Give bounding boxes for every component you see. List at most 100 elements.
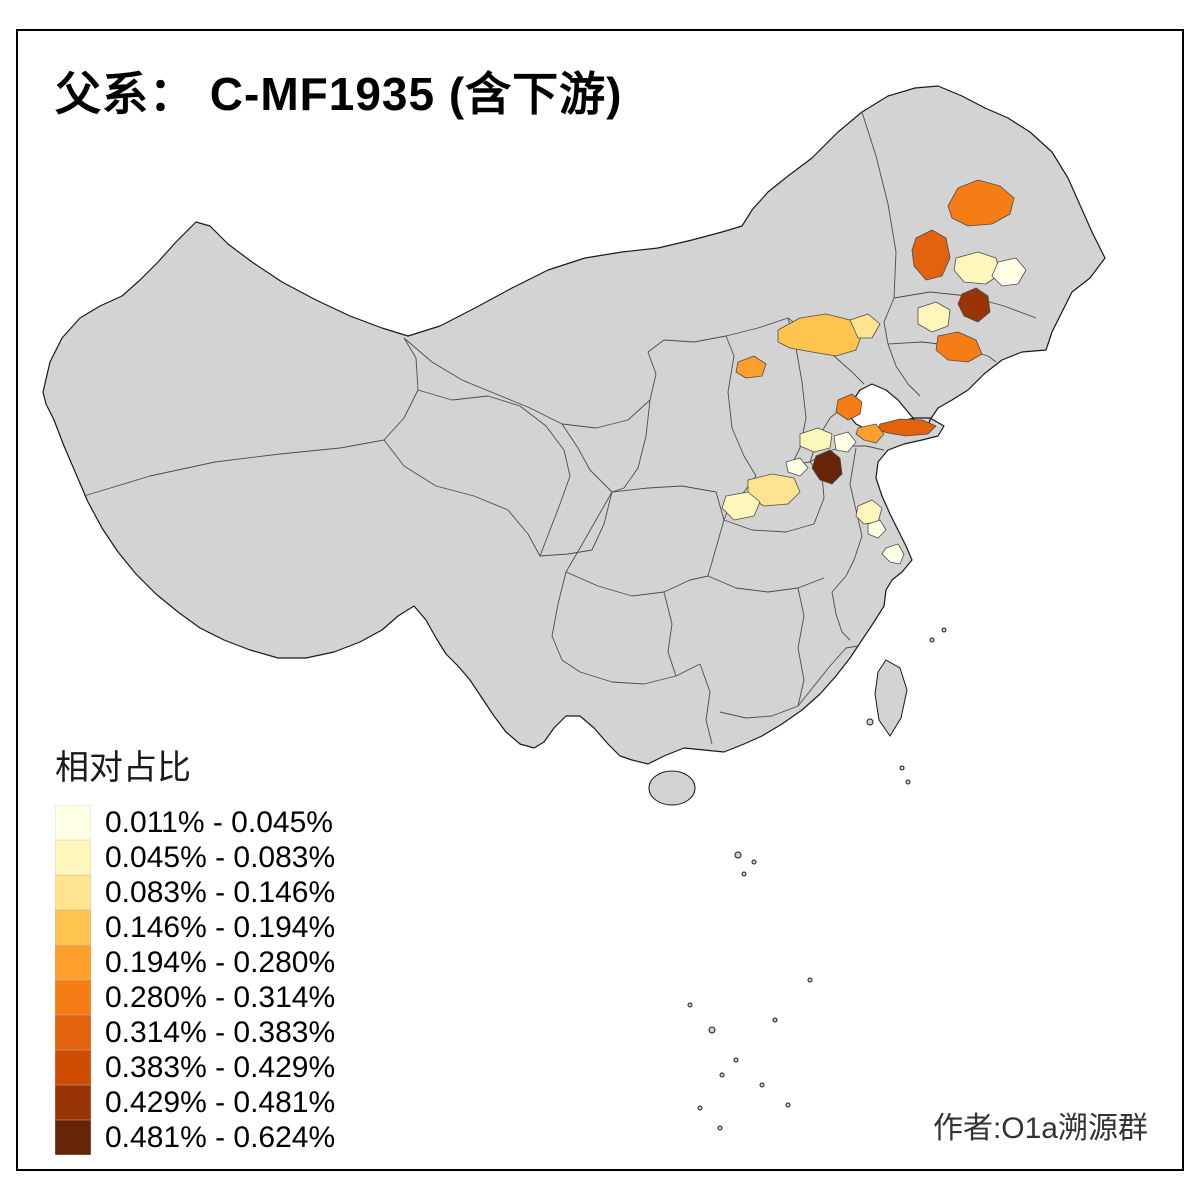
province-border-line xyxy=(83,439,385,497)
legend-row: 0.083% - 0.146% xyxy=(55,875,335,910)
island-speck xyxy=(866,718,874,726)
province-border-line xyxy=(565,571,709,597)
province-border-line xyxy=(883,297,921,397)
island-speck xyxy=(734,851,742,859)
legend-swatch-color xyxy=(55,805,91,840)
province-border-line xyxy=(725,335,757,477)
legend-swatch xyxy=(55,805,91,840)
legend-swatch-color xyxy=(55,1015,91,1050)
highlighted-prefecture xyxy=(721,491,761,521)
province-border-line xyxy=(611,399,651,493)
province-borders-group xyxy=(83,111,1037,745)
highlighted-prefecture xyxy=(835,393,863,421)
island-speck xyxy=(905,779,911,785)
highlighted-prefecture xyxy=(855,423,885,444)
legend-swatch xyxy=(55,1085,91,1120)
legend-row: 0.146% - 0.194% xyxy=(55,910,335,945)
legend-swatch xyxy=(55,945,91,980)
province-border-line xyxy=(539,491,613,557)
highlighted-prefecture xyxy=(953,251,1001,285)
highlighted-prefecture xyxy=(833,431,857,453)
highlighted-prefecture xyxy=(917,301,951,333)
legend-label: 0.481% - 0.624% xyxy=(105,1120,336,1154)
legend-swatch xyxy=(55,910,91,945)
legend-label: 0.280% - 0.314% xyxy=(105,980,336,1014)
province-border-line xyxy=(551,571,581,673)
highlighted-prefecture xyxy=(991,257,1027,287)
legend-row: 0.045% - 0.083% xyxy=(55,840,335,875)
province-border-line xyxy=(611,485,725,521)
figure-frame xyxy=(16,29,1184,1171)
taiwan-island xyxy=(874,659,908,737)
legend-swatch-color xyxy=(55,840,91,875)
legend-title: 相对占比 xyxy=(55,749,191,787)
legend-swatch xyxy=(55,875,91,910)
legend-swatch xyxy=(55,980,91,1015)
highlighted-prefecture xyxy=(957,287,991,323)
attribution-text: 作者:O1a溯源群 xyxy=(932,1112,1148,1145)
province-border-line xyxy=(699,663,713,745)
province-border-line xyxy=(403,337,563,425)
highlighted-prefecture xyxy=(777,313,863,357)
highlighted-prefecture xyxy=(911,229,951,281)
legend-row: 0.280% - 0.314% xyxy=(55,980,335,1015)
highlighted-prefecture xyxy=(785,457,809,477)
legend-row: 0.383% - 0.429% xyxy=(55,1050,335,1085)
island-speck xyxy=(941,627,947,633)
island-speck xyxy=(785,1102,791,1108)
island-speck xyxy=(741,871,747,877)
legend-label: 0.083% - 0.146% xyxy=(105,875,336,909)
island-speck xyxy=(708,1026,716,1034)
legend-swatch xyxy=(55,1050,91,1085)
province-border-line xyxy=(663,591,677,677)
island-speck xyxy=(717,1125,723,1131)
legend-label: 0.146% - 0.194% xyxy=(105,910,336,944)
island-speck xyxy=(772,1017,778,1023)
province-border-line xyxy=(417,389,571,557)
island-speck xyxy=(807,977,813,983)
island-speck xyxy=(759,1082,765,1088)
province-border-line xyxy=(383,439,541,557)
highlighted-prefecture xyxy=(881,543,905,565)
legend-label: 0.314% - 0.383% xyxy=(105,1015,336,1049)
legend: 相对占比 0.011% - 0.045% 0.045% - 0.083% 0.0… xyxy=(55,740,335,1155)
legend-swatch-color xyxy=(55,980,91,1015)
legend-label: 0.429% - 0.481% xyxy=(105,1085,336,1119)
province-border-line xyxy=(561,317,789,429)
highlighted-prefectures-group xyxy=(721,179,1027,565)
island-speck xyxy=(929,637,935,643)
legend-label: 0.383% - 0.429% xyxy=(105,1050,336,1084)
legend-swatch xyxy=(55,1015,91,1050)
province-border-line xyxy=(579,663,701,685)
legend-row: 0.194% - 0.280% xyxy=(55,945,335,980)
legend-swatch-color xyxy=(55,910,91,945)
province-border-line xyxy=(719,587,805,719)
province-border-line xyxy=(861,111,897,299)
highlighted-prefecture xyxy=(947,179,1015,227)
highlighted-prefecture xyxy=(799,427,833,453)
island-speck xyxy=(751,859,757,865)
highlighted-prefecture xyxy=(735,355,767,379)
island-speck xyxy=(719,1072,725,1078)
legend-label: 0.011% - 0.045% xyxy=(105,805,333,839)
province-border-line xyxy=(831,447,863,641)
highlighted-prefecture xyxy=(849,313,881,339)
legend-swatch-color xyxy=(55,875,91,910)
legend-row: 0.314% - 0.383% xyxy=(55,1015,335,1050)
page-title: 父系： C-MF1935 (含下游) xyxy=(55,68,623,120)
highlighted-prefecture xyxy=(935,331,983,363)
legend-swatch-color xyxy=(55,1120,91,1155)
legend-swatch xyxy=(55,1120,91,1155)
island-speck xyxy=(899,765,905,771)
legend-label: 0.045% - 0.083% xyxy=(105,840,336,874)
hainan-island xyxy=(648,770,696,806)
legend-swatch-color xyxy=(55,1050,91,1085)
legend-label: 0.194% - 0.280% xyxy=(105,945,336,979)
province-border-line xyxy=(797,645,859,707)
legend-row: 0.481% - 0.624% xyxy=(55,1120,335,1155)
legend-swatch xyxy=(55,840,91,875)
legend-swatch-color xyxy=(55,1085,91,1120)
legend-row: 0.429% - 0.481% xyxy=(55,1085,335,1120)
legend-swatch-color xyxy=(55,945,91,980)
